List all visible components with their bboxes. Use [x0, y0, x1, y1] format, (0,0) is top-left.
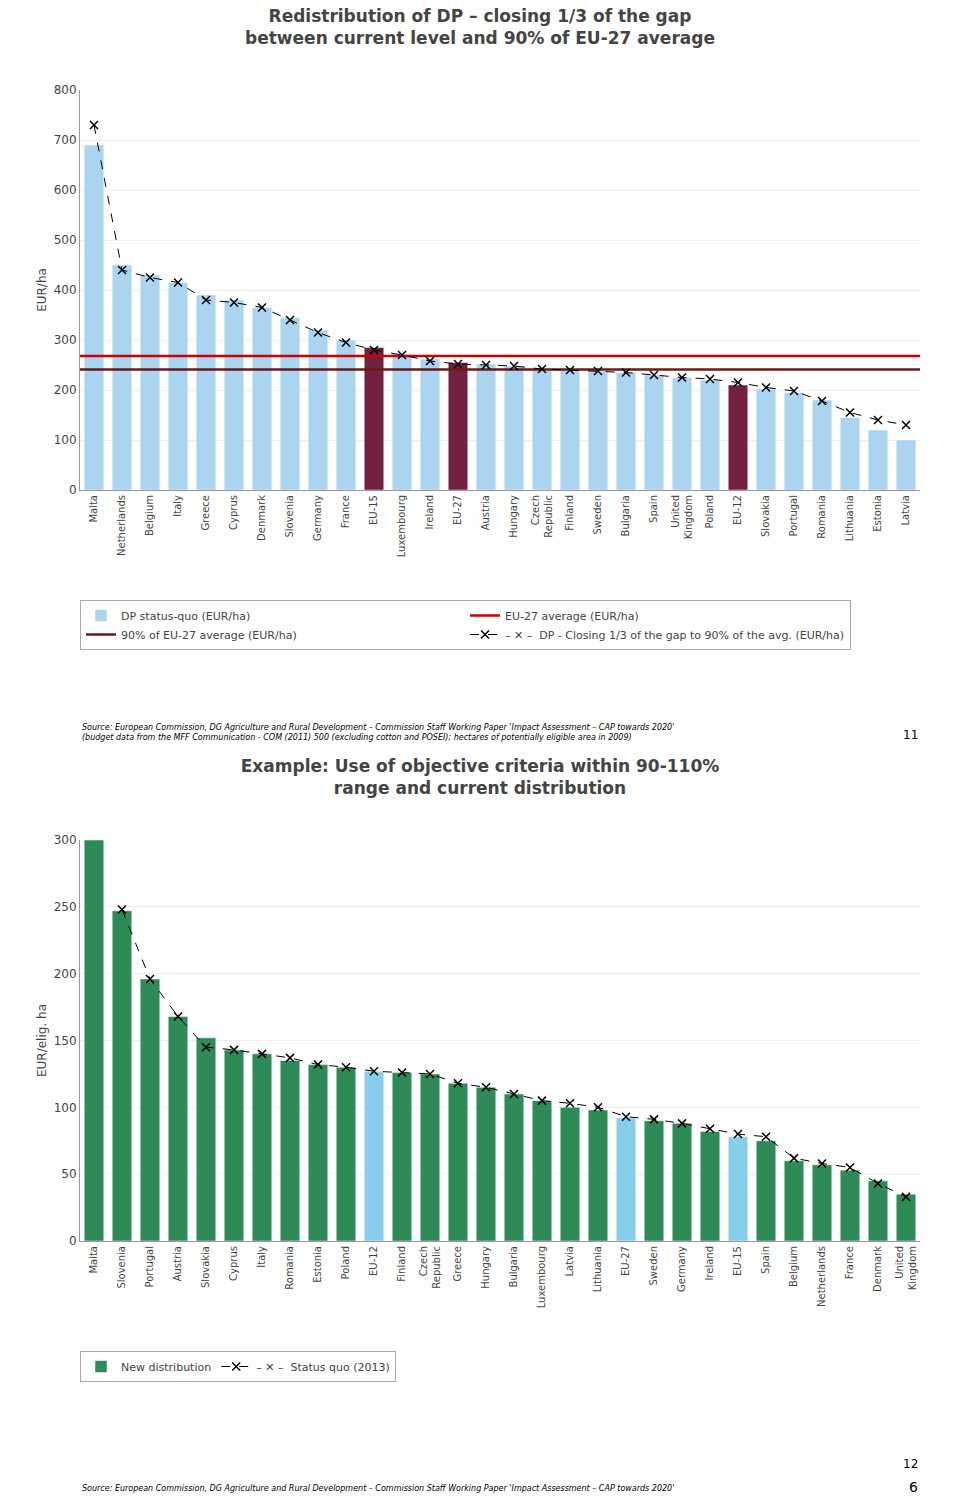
svg-text:Belgium: Belgium — [788, 1246, 799, 1287]
svg-text:EUR/elig. ha: EUR/elig. ha — [35, 1004, 49, 1077]
svg-text:Portugal: Portugal — [788, 495, 799, 536]
svg-text:200: 200 — [54, 967, 77, 981]
svg-text:EU-12: EU-12 — [732, 495, 743, 525]
svg-text:90% of EU-27 average (EUR/ha): 90% of EU-27 average (EUR/ha) — [121, 629, 297, 642]
svg-text:0: 0 — [69, 483, 77, 497]
svg-text:CzechRepublic: CzechRepublic — [418, 1246, 442, 1289]
svg-text:Hungary: Hungary — [480, 1246, 491, 1289]
svg-text:11: 11 — [903, 728, 918, 742]
svg-text:Bulgaria: Bulgaria — [508, 1246, 519, 1287]
svg-text:Luxembourg: Luxembourg — [396, 495, 407, 557]
svg-text:EU-15: EU-15 — [732, 1246, 743, 1276]
svg-text:Romania: Romania — [284, 1246, 295, 1290]
svg-text:Bulgaria: Bulgaria — [620, 495, 631, 536]
svg-text:Greece: Greece — [200, 495, 211, 531]
svg-text:Denmark: Denmark — [256, 495, 267, 541]
svg-text:Luxembourg: Luxembourg — [536, 1246, 547, 1308]
svg-text:300: 300 — [54, 333, 77, 347]
svg-text:Cyprus: Cyprus — [228, 495, 239, 530]
svg-text:Lithuania: Lithuania — [592, 1246, 603, 1292]
svg-text:Example: Use of objective crit: Example: Use of objective criteria withi… — [241, 756, 720, 798]
svg-text:EU-27: EU-27 — [452, 495, 463, 525]
svg-text:Greece: Greece — [452, 1246, 463, 1282]
svg-text:250: 250 — [54, 900, 77, 914]
svg-text:Cyprus: Cyprus — [228, 1246, 239, 1281]
svg-text:Source: European Commission, D: Source: European Commission, DG Agricult… — [82, 723, 674, 742]
svg-text:700: 700 — [54, 133, 77, 147]
svg-text:Italy: Italy — [256, 1246, 267, 1268]
svg-text:Source: European Commission, D: Source: European Commission, DG Agricult… — [82, 1484, 674, 1493]
svg-text:150: 150 — [54, 1034, 77, 1048]
svg-text:– ✕ – DP - Closing 1/3 of the: – ✕ – DP - Closing 1/3 of the gap to 90%… — [505, 629, 844, 642]
svg-text:12: 12 — [903, 1457, 918, 1471]
svg-text:Germany: Germany — [312, 495, 323, 541]
svg-text:France: France — [340, 495, 351, 528]
svg-text:Estonia: Estonia — [872, 495, 883, 532]
svg-text:Ireland: Ireland — [424, 495, 435, 530]
svg-text:Slovakia: Slovakia — [200, 1246, 211, 1288]
svg-text:Denmark: Denmark — [872, 1246, 883, 1292]
svg-text:Malta: Malta — [88, 1246, 99, 1274]
svg-text:300: 300 — [54, 833, 77, 847]
svg-text:Estonia: Estonia — [312, 1246, 323, 1283]
svg-text:Sweden: Sweden — [648, 1246, 659, 1286]
svg-text:EU-27 average (EUR/ha): EU-27 average (EUR/ha) — [505, 610, 639, 623]
svg-text:Redistribution of DP – closing: Redistribution of DP – closing 1/3 of th… — [245, 6, 715, 48]
svg-text:0: 0 — [69, 1234, 77, 1248]
svg-text:Finland: Finland — [396, 1246, 407, 1282]
svg-text:Poland: Poland — [340, 1246, 351, 1279]
svg-text:EU-12: EU-12 — [368, 1246, 379, 1276]
svg-text:UnitedKingdom: UnitedKingdom — [670, 495, 694, 539]
svg-text:100: 100 — [54, 1101, 77, 1115]
svg-text:France: France — [844, 1246, 855, 1279]
svg-text:400: 400 — [54, 283, 77, 297]
svg-text:Spain: Spain — [648, 495, 659, 523]
svg-text:Slovenia: Slovenia — [116, 1246, 127, 1289]
svg-text:EU-15: EU-15 — [368, 495, 379, 525]
svg-text:Ireland: Ireland — [704, 1246, 715, 1281]
svg-text:New distribution: New distribution — [121, 1361, 211, 1374]
svg-text:Belgium: Belgium — [144, 495, 155, 536]
svg-text:Spain: Spain — [760, 1246, 771, 1274]
svg-text:Netherlands: Netherlands — [116, 495, 127, 556]
svg-text:Latvia: Latvia — [564, 1246, 575, 1276]
svg-text:Malta: Malta — [88, 495, 99, 523]
svg-text:Austria: Austria — [172, 1246, 183, 1281]
svg-text:Latvia: Latvia — [900, 495, 911, 525]
svg-text:Slovakia: Slovakia — [760, 495, 771, 537]
svg-text:6: 6 — [909, 1479, 918, 1495]
svg-text:Portugal: Portugal — [144, 1246, 155, 1287]
svg-text:CzechRepublic: CzechRepublic — [530, 495, 554, 538]
svg-text:Poland: Poland — [704, 495, 715, 528]
svg-text:Lithuania: Lithuania — [844, 495, 855, 541]
svg-text:500: 500 — [54, 233, 77, 247]
svg-text:Hungary: Hungary — [508, 495, 519, 538]
svg-text:UnitedKingdom: UnitedKingdom — [894, 1246, 918, 1290]
svg-text:600: 600 — [54, 183, 77, 197]
svg-text:Italy: Italy — [172, 495, 183, 517]
svg-text:DP status-quo (EUR/ha): DP status-quo (EUR/ha) — [121, 610, 250, 623]
svg-text:100: 100 — [54, 433, 77, 447]
svg-text:Germany: Germany — [676, 1246, 687, 1292]
svg-text:Austria: Austria — [480, 495, 491, 530]
svg-text:Romania: Romania — [816, 495, 827, 539]
svg-text:EUR/ha: EUR/ha — [35, 268, 49, 312]
svg-text:Finland: Finland — [564, 495, 575, 531]
svg-text:200: 200 — [54, 383, 77, 397]
svg-text:– ✕ – Status quo (2013): – ✕ – Status quo (2013) — [256, 1361, 390, 1374]
svg-text:Sweden: Sweden — [592, 495, 603, 535]
svg-text:800: 800 — [54, 83, 77, 97]
svg-text:EU-27: EU-27 — [620, 1246, 631, 1276]
svg-text:Slovenia: Slovenia — [284, 495, 295, 538]
svg-text:50: 50 — [61, 1167, 76, 1181]
svg-text:Netherlands: Netherlands — [816, 1246, 827, 1307]
